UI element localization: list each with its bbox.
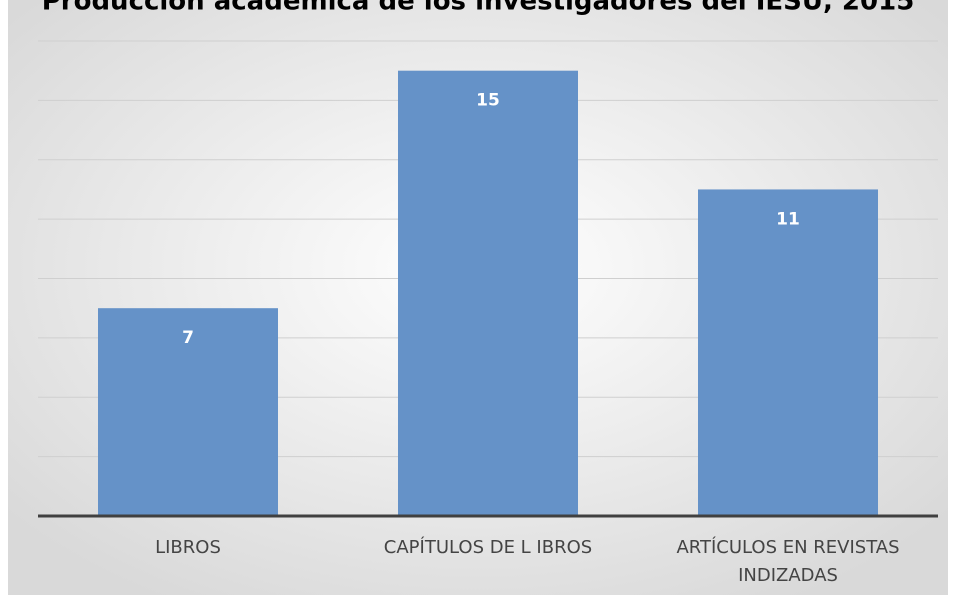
bar bbox=[398, 70, 578, 516]
data-label: 15 bbox=[476, 91, 500, 111]
x-tick-label: LIBROS bbox=[155, 537, 221, 558]
x-tick-label: CAPÍTULOS DE L IBROS bbox=[384, 536, 592, 558]
x-tick-label: ARTÍCULOS EN REVISTAS INDIZADAS bbox=[676, 536, 899, 586]
chart-title: Producción académica de los investigador… bbox=[42, 0, 915, 17]
bar bbox=[98, 308, 278, 516]
bar bbox=[698, 189, 878, 516]
data-label: 11 bbox=[776, 209, 800, 229]
data-label: 7 bbox=[182, 328, 194, 348]
